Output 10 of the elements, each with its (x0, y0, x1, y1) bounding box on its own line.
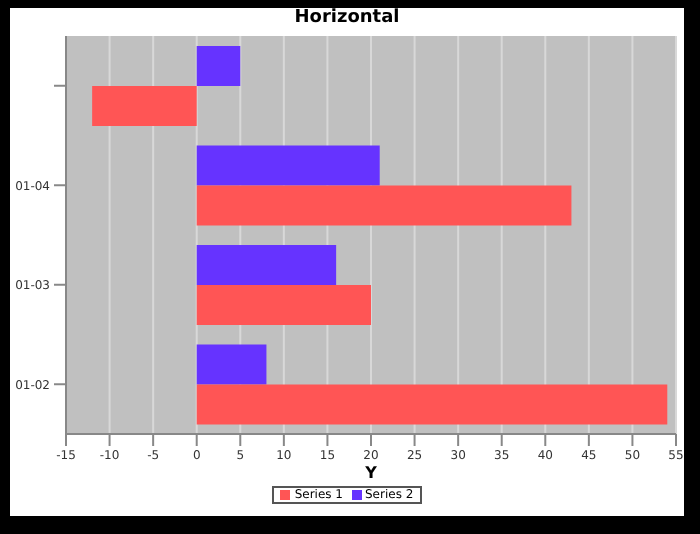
x-axis-title: Y (363, 464, 378, 482)
chart-title: Horizontal (292, 8, 402, 32)
bar (196, 384, 668, 425)
bar (196, 185, 572, 226)
bar (196, 244, 337, 285)
bar (196, 45, 241, 86)
bar (92, 85, 197, 126)
bar (196, 284, 371, 325)
bar (196, 145, 380, 186)
bar (196, 344, 267, 385)
